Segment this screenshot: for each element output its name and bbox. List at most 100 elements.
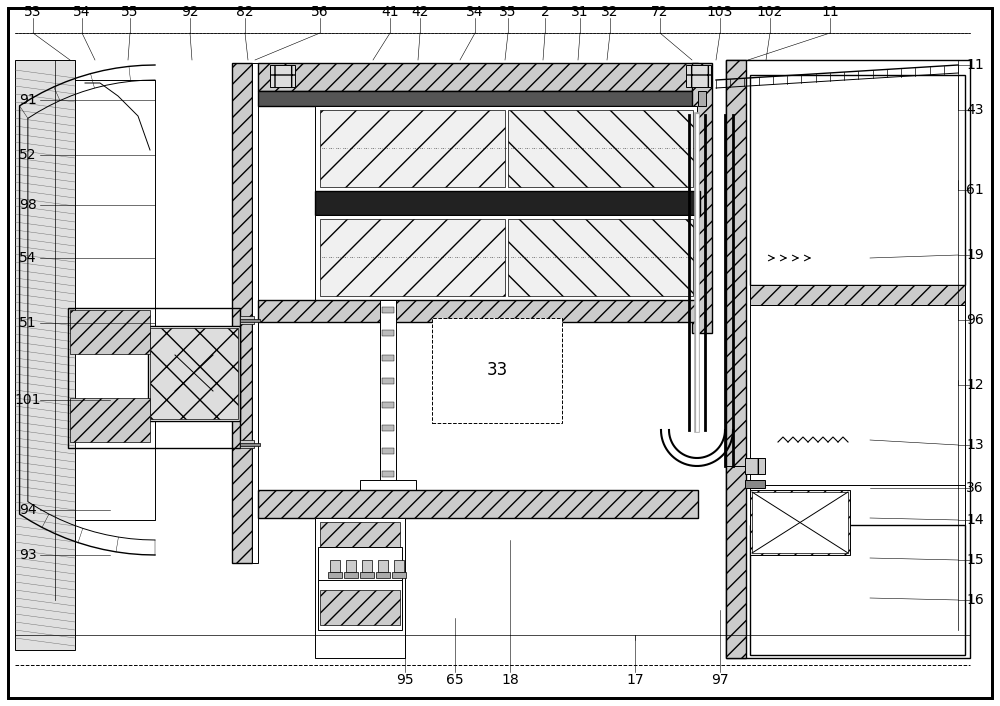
Bar <box>382 378 394 384</box>
Text: 51: 51 <box>19 316 37 330</box>
Text: 56: 56 <box>311 5 329 19</box>
Bar <box>394 560 404 572</box>
Text: 94: 94 <box>19 503 37 517</box>
Bar <box>258 91 698 106</box>
Bar <box>360 572 374 578</box>
Bar <box>745 480 765 488</box>
Bar <box>692 63 712 333</box>
Bar <box>320 219 505 296</box>
Bar <box>318 547 402 582</box>
Bar <box>346 560 356 572</box>
Bar <box>360 480 416 508</box>
Text: 12: 12 <box>966 378 984 392</box>
Text: 52: 52 <box>19 148 37 162</box>
Text: 72: 72 <box>651 5 669 19</box>
Bar <box>432 318 562 423</box>
Bar <box>686 65 711 87</box>
Bar <box>392 572 406 578</box>
Bar <box>232 63 252 563</box>
Bar <box>240 440 254 448</box>
Text: 97: 97 <box>711 673 729 687</box>
Bar <box>315 215 697 300</box>
Bar <box>382 355 394 361</box>
Text: 33: 33 <box>486 361 508 379</box>
Bar <box>382 307 394 313</box>
Text: 54: 54 <box>19 251 37 265</box>
Bar <box>750 525 965 655</box>
Bar <box>382 471 394 477</box>
Bar <box>315 191 700 215</box>
Text: 98: 98 <box>19 198 37 212</box>
Text: 32: 32 <box>601 5 619 19</box>
Bar <box>750 285 965 305</box>
Text: 43: 43 <box>966 103 984 117</box>
Bar <box>315 106 697 191</box>
Text: 18: 18 <box>501 673 519 687</box>
Bar <box>318 580 402 630</box>
Bar <box>258 490 698 518</box>
Text: 42: 42 <box>411 5 429 19</box>
Text: 65: 65 <box>446 673 464 687</box>
Bar <box>382 448 394 454</box>
Bar <box>258 63 698 91</box>
Bar <box>382 402 394 408</box>
Text: 34: 34 <box>466 5 484 19</box>
Text: 103: 103 <box>707 5 733 19</box>
Text: 15: 15 <box>966 553 984 567</box>
Circle shape <box>186 365 202 381</box>
Text: 19: 19 <box>966 248 984 262</box>
Bar <box>320 522 400 547</box>
Text: 13: 13 <box>966 438 984 452</box>
Text: 92: 92 <box>181 5 199 19</box>
Bar <box>750 485 965 525</box>
Bar <box>150 328 238 419</box>
Bar <box>240 319 260 322</box>
Bar <box>750 490 850 555</box>
Bar <box>752 492 848 553</box>
Bar <box>726 60 746 658</box>
Text: 93: 93 <box>19 548 37 562</box>
Text: 95: 95 <box>396 673 414 687</box>
Text: 82: 82 <box>236 5 254 19</box>
Text: 91: 91 <box>19 93 37 107</box>
Bar <box>252 63 258 563</box>
Bar <box>320 590 400 625</box>
Bar <box>698 91 706 106</box>
Bar <box>240 316 254 324</box>
Bar <box>382 425 394 431</box>
Text: 11: 11 <box>966 58 984 72</box>
Text: 101: 101 <box>15 393 41 407</box>
Text: 31: 31 <box>571 5 589 19</box>
Bar <box>745 458 765 474</box>
Text: 36: 36 <box>966 481 984 495</box>
Bar <box>68 308 240 448</box>
Bar <box>380 300 396 500</box>
Bar <box>320 110 505 187</box>
Text: 11: 11 <box>821 5 839 19</box>
Text: 41: 41 <box>381 5 399 19</box>
Bar <box>382 330 394 336</box>
Bar <box>315 518 405 658</box>
Bar <box>378 560 388 572</box>
Bar <box>726 60 970 658</box>
Text: 102: 102 <box>757 5 783 19</box>
Bar <box>508 110 693 187</box>
Bar <box>330 560 340 572</box>
Text: 17: 17 <box>626 673 644 687</box>
Bar <box>376 572 390 578</box>
Bar <box>328 572 342 578</box>
Bar <box>270 65 295 87</box>
Text: 35: 35 <box>499 5 517 19</box>
Bar <box>750 305 965 485</box>
Bar <box>70 398 150 442</box>
Bar <box>148 326 240 421</box>
Text: 16: 16 <box>966 593 984 607</box>
Bar <box>15 60 75 650</box>
Bar <box>70 310 150 354</box>
Bar <box>344 572 358 578</box>
Bar <box>508 219 693 296</box>
Bar <box>240 443 260 446</box>
Bar <box>362 560 372 572</box>
Text: 61: 61 <box>966 183 984 197</box>
Text: 54: 54 <box>73 5 91 19</box>
